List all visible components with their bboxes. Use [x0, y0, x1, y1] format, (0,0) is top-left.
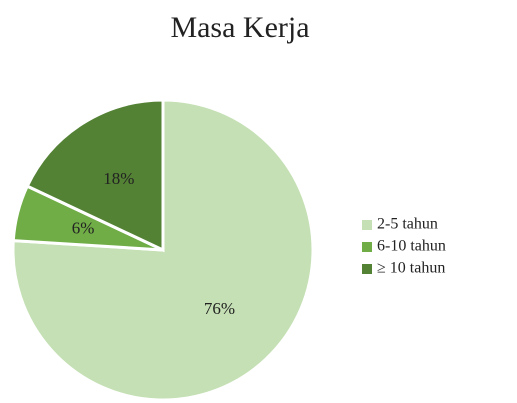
legend-label: 6-10 tahun: [377, 238, 446, 255]
legend-label: 2-5 tahun: [377, 216, 438, 233]
data-label: 6%: [72, 218, 95, 237]
legend-swatch: [362, 220, 372, 230]
data-label: 76%: [204, 299, 235, 318]
legend-label: ≥ 10 tahun: [377, 260, 445, 277]
pie-slice: [11, 98, 315, 402]
legend-swatch: [362, 242, 372, 252]
pie-slice: [25, 98, 165, 253]
data-label: 18%: [103, 169, 134, 188]
legend-swatch: [362, 264, 372, 274]
chart-title: Masa Kerja: [170, 11, 309, 44]
